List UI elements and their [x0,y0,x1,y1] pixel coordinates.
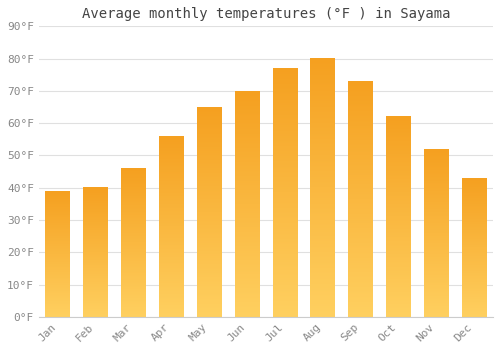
Title: Average monthly temperatures (°F ) in Sayama: Average monthly temperatures (°F ) in Sa… [82,7,450,21]
